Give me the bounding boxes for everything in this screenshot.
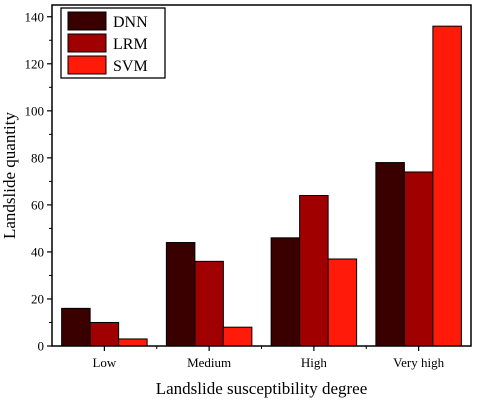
legend: DNN LRM SVM xyxy=(60,7,166,79)
x-tick-label: High xyxy=(301,355,328,370)
bar-svm-low xyxy=(118,338,148,347)
x-axis: Low Medium High Very high xyxy=(92,346,445,370)
bar-dnn-medium xyxy=(165,242,196,347)
x-axis-title: Landslide susceptibility degree xyxy=(156,379,368,398)
y-tick-label: 0 xyxy=(38,339,45,354)
bars-layer xyxy=(61,25,462,347)
bar-lrm-low xyxy=(89,321,120,347)
legend-swatch-svm xyxy=(67,55,107,75)
y-tick-label: 60 xyxy=(31,197,44,212)
y-tick-label: 100 xyxy=(25,103,45,118)
bar-svm-high xyxy=(327,258,358,347)
y-tick-label: 80 xyxy=(31,150,44,165)
bar-lrm-very-high xyxy=(403,171,434,347)
legend-label-svm: SVM xyxy=(113,58,148,75)
bar-dnn-very-high xyxy=(375,162,405,347)
bar-dnn-low xyxy=(61,307,91,347)
bar-dnn-high xyxy=(270,237,301,347)
x-tick-label: Low xyxy=(92,355,116,370)
y-axis: 0 20 40 60 80 100 120 140 xyxy=(25,9,52,354)
legend-label-dnn: DNN xyxy=(113,14,148,31)
legend-label-lrm: LRM xyxy=(113,36,148,53)
legend-swatch-lrm xyxy=(67,33,107,53)
y-tick-label: 140 xyxy=(25,9,45,24)
bar-svm-very-high xyxy=(432,25,462,347)
y-tick-label: 20 xyxy=(31,291,44,306)
bar-svm-medium xyxy=(222,326,253,347)
bar-lrm-medium xyxy=(194,260,224,347)
x-tick-label: Very high xyxy=(393,355,444,370)
y-tick-label: 120 xyxy=(25,56,45,71)
y-tick-label: 40 xyxy=(31,244,44,259)
legend-swatch-dnn xyxy=(67,11,107,31)
bar-lrm-high xyxy=(299,194,329,347)
y-axis-title: Landslide quantity xyxy=(0,112,19,240)
x-tick-label: Medium xyxy=(187,355,231,370)
